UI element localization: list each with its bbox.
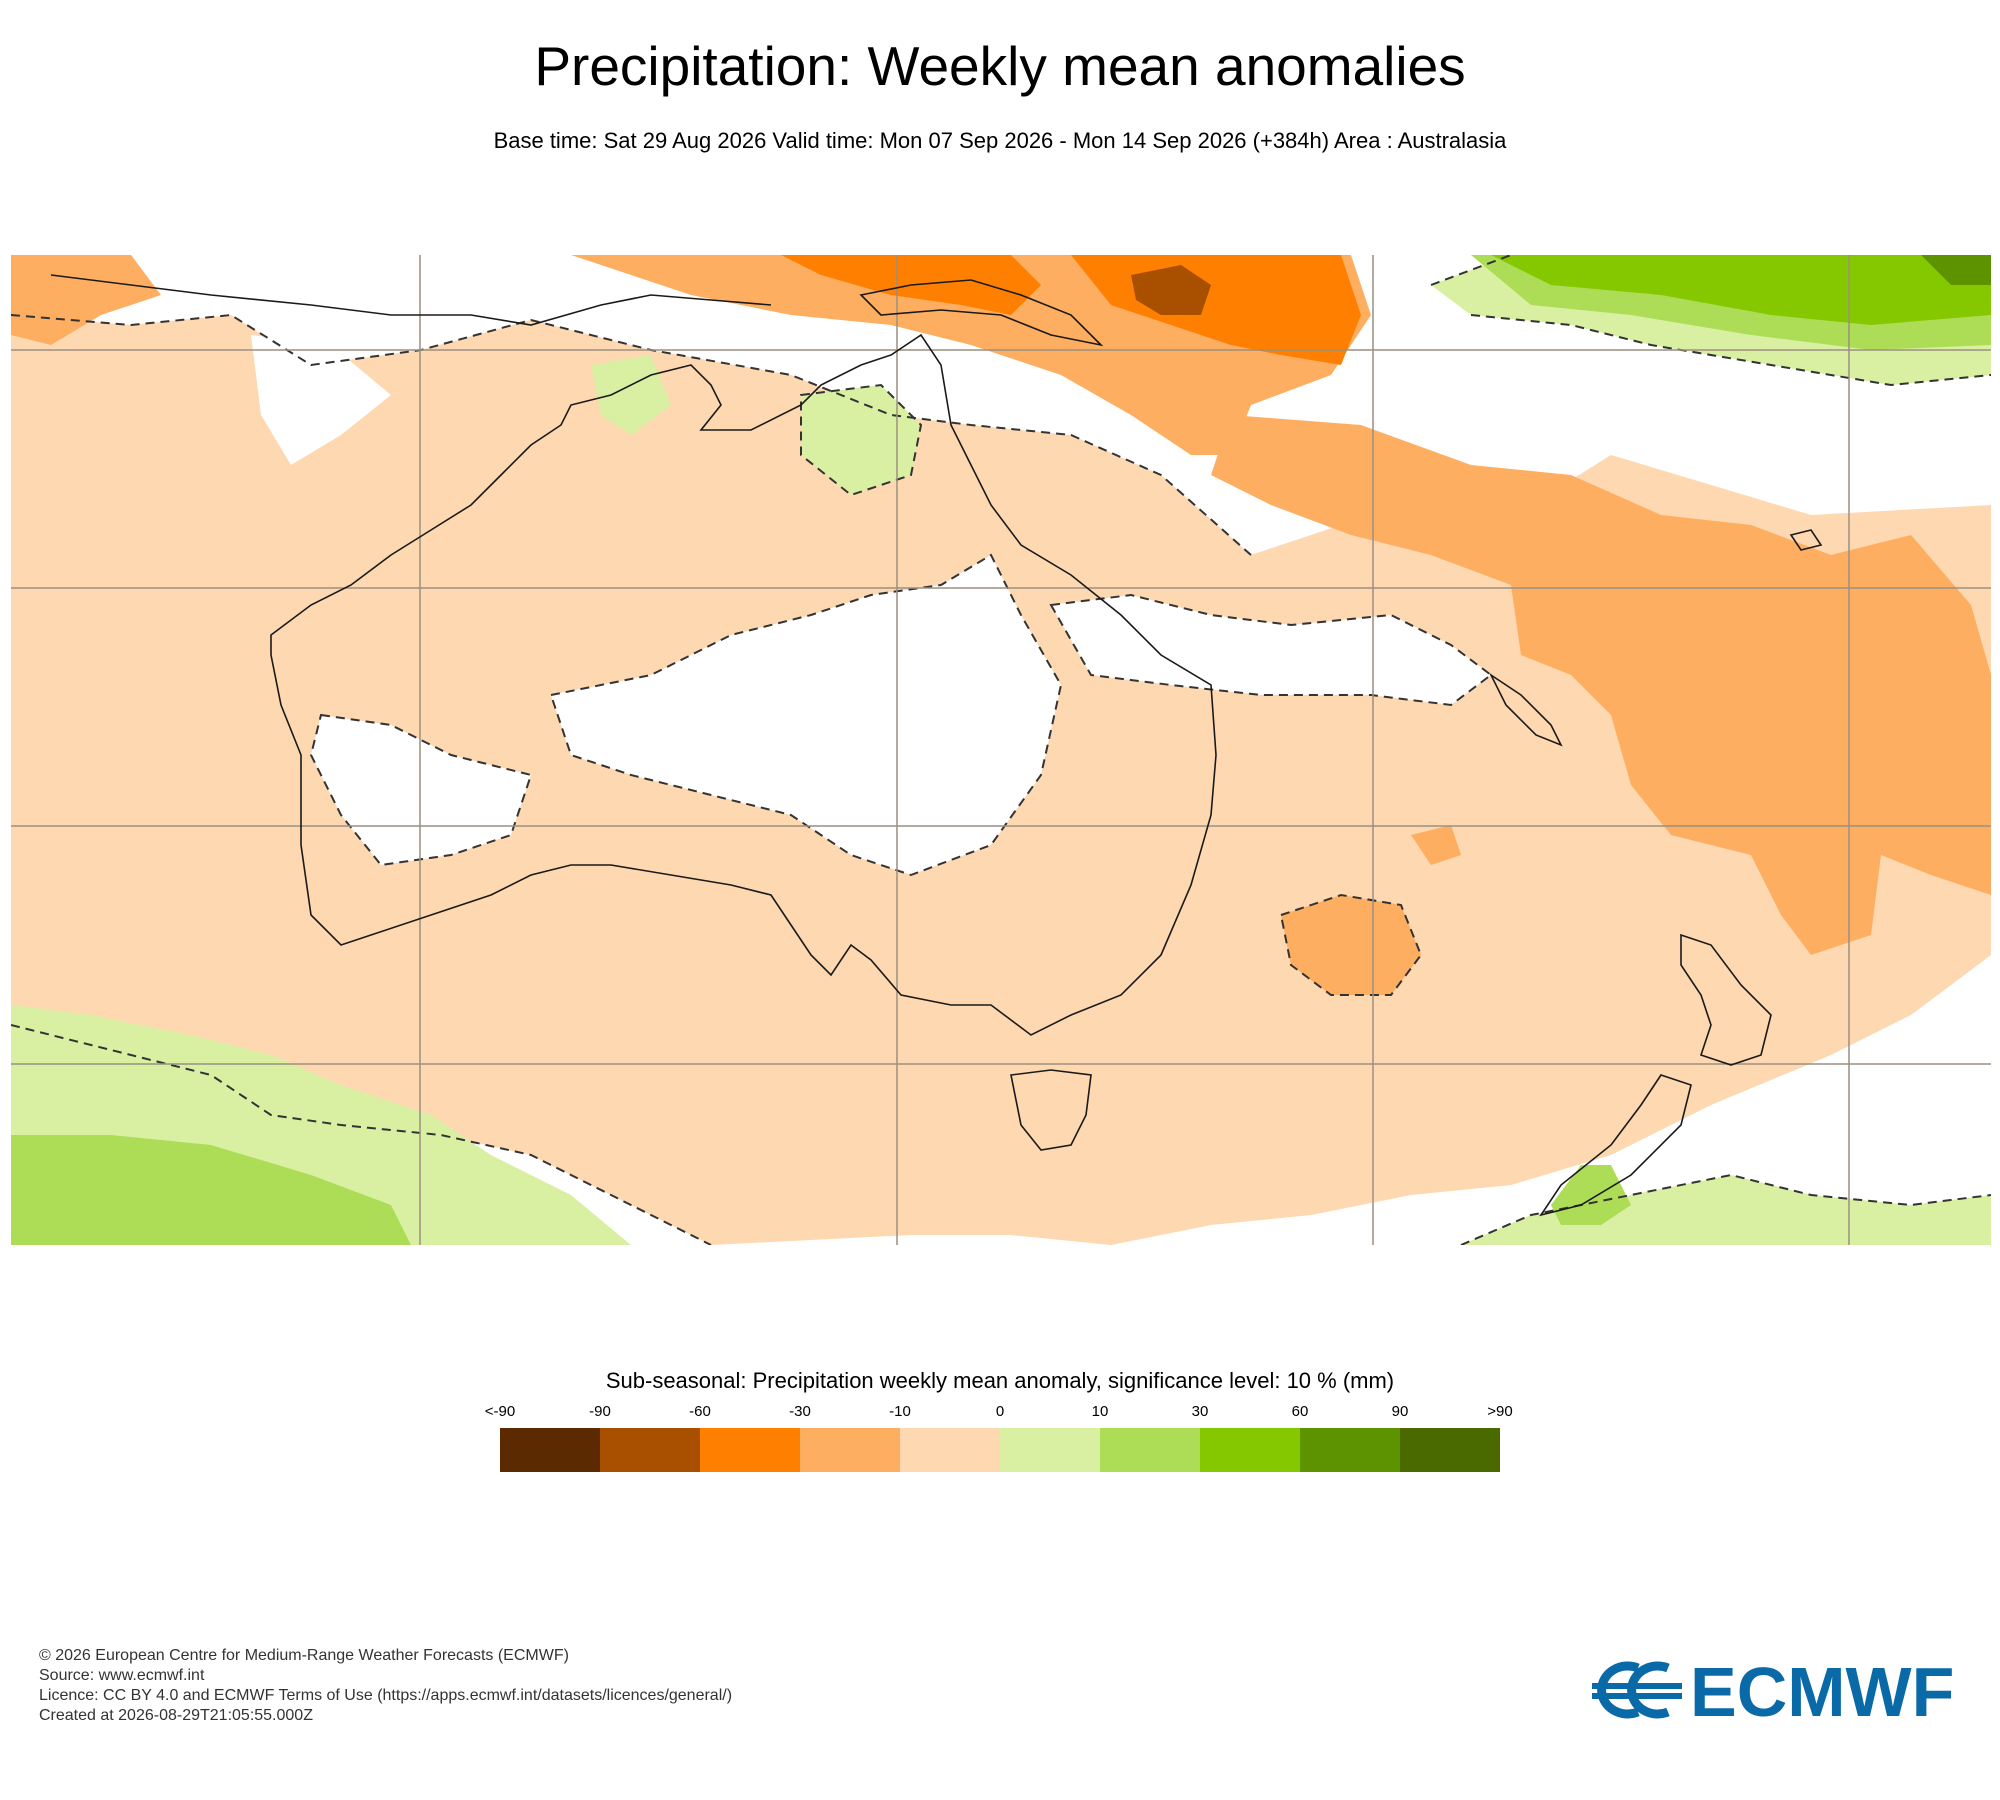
anomaly-region-white-north [251, 335, 391, 465]
logo-text: ECMWF [1690, 1656, 1954, 1724]
anomaly-region-green-nz [1551, 1165, 1631, 1225]
legend-tick-label: -90 [589, 1403, 611, 1420]
coastline-indonesia [50, 274, 772, 326]
legend-colorbar [500, 1428, 1500, 1472]
coastline-new-zealand-north [1680, 933, 1772, 1066]
footer-source: Source: www.ecmwf.int [39, 1667, 205, 1684]
footer-licence: Licence: CC BY 4.0 and ECMWF Terms of Us… [39, 1687, 733, 1704]
anomaly-region-medium-orange-small [1411, 825, 1461, 865]
coastline-new-caledonia [1488, 672, 1563, 747]
legend-tick-label: 30 [1191, 1403, 1209, 1420]
footer-copyright: © 2026 European Centre for Medium-Range … [39, 1647, 569, 1664]
graticule [11, 255, 1991, 1245]
anomaly-region-light-green-s [1461, 1175, 1991, 1245]
anomaly-map [11, 255, 1991, 1245]
anomaly-region-light-green-cy [801, 385, 921, 495]
anomaly-region-green-sw [11, 1135, 411, 1245]
coastlines [50, 274, 1823, 1217]
chart-title: Precipitation: Weekly mean anomalies [534, 35, 1466, 97]
anomaly-region-dark-green-ne [1921, 255, 1991, 285]
legend-swatch [1300, 1428, 1400, 1472]
legend-tick-label: >90 [1487, 1403, 1513, 1420]
legend-tick-label: 90 [1391, 1403, 1409, 1420]
legend-tick-label: -10 [889, 1403, 911, 1420]
anomaly-region-medium-orange-east [1211, 415, 1991, 955]
legend-swatch [1100, 1428, 1200, 1472]
legend-tick-label: 0 [995, 1403, 1005, 1420]
coastline-fiji [1789, 529, 1823, 551]
coastline-new-guinea [859, 279, 1104, 347]
legend-ticks: <-90 -90 -60 -30 -10 0 10 30 60 90 >90 [400, 1403, 1600, 1425]
legend-swatch [600, 1428, 700, 1472]
legend-swatch [700, 1428, 800, 1472]
coastline-australia [270, 333, 1217, 1036]
legend-tick-label: <-90 [484, 1403, 516, 1420]
legend-swatch [1000, 1428, 1100, 1472]
anomaly-region-medium-orange-tasman [1281, 895, 1421, 995]
legend-swatch [1200, 1428, 1300, 1472]
legend-swatch [500, 1428, 600, 1472]
anomaly-region-medium-orange-nw [11, 255, 161, 345]
legend-title: Sub-seasonal: Precipitation weekly mean … [605, 1368, 1395, 1393]
coastline-new-zealand-south [1539, 1074, 1692, 1217]
ecmwf-logo: ECMWF [1592, 1656, 1954, 1724]
footer-created: Created at 2026-08-29T21:05:55.000Z [39, 1707, 313, 1724]
chart-subtitle: Base time: Sat 29 Aug 2026 Valid time: M… [493, 128, 1507, 153]
footer-credits: © 2026 European Centre for Medium-Range … [39, 1646, 732, 1726]
legend-swatch [1400, 1428, 1500, 1472]
legend-tick-label: 10 [1091, 1403, 1109, 1420]
anomaly-region-white-east [1051, 595, 1491, 705]
legend-tick-label: -30 [789, 1403, 811, 1420]
legend-tick-label: 60 [1291, 1403, 1309, 1420]
anomaly-region-white-central [551, 555, 1061, 875]
legend-tick-label: -60 [689, 1403, 711, 1420]
legend-swatch [900, 1428, 1000, 1472]
coastline-tasmania [1010, 1069, 1092, 1151]
anomaly-region-white-west [311, 715, 531, 865]
anomaly-region-dark-orange [1131, 265, 1211, 315]
anomaly-region-bright-green-ne [1491, 255, 1991, 325]
legend-swatch [800, 1428, 900, 1472]
